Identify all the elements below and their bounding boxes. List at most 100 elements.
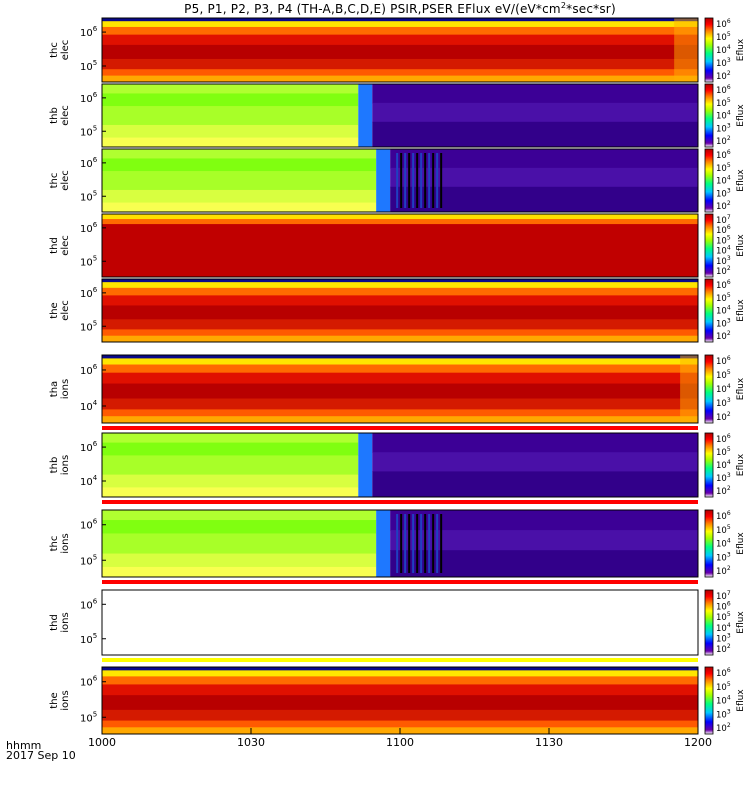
flux-band [102, 319, 698, 330]
flux-noise [404, 514, 407, 573]
colorbar [704, 83, 714, 148]
flux-early-band [102, 171, 377, 191]
y-tick-label: 106 [80, 363, 98, 377]
colorbar-tick-label: 105 [716, 31, 731, 43]
y-tick-exponent: 6 [93, 286, 98, 294]
y-tick-exponent: 6 [93, 25, 98, 33]
colorbar-tick-exponent: 3 [727, 187, 731, 194]
y-axis-label-species: elec [60, 170, 71, 191]
y-axis-label-probe: thc [49, 42, 60, 58]
colorbar-tick-label: 106 [716, 279, 731, 291]
y-tick-exponent: 5 [93, 59, 97, 67]
colorbar-tick-label: 102 [716, 722, 731, 734]
y-axis-label: thaions [49, 379, 71, 399]
flux-band [102, 282, 698, 289]
colorbar-tick-exponent: 6 [727, 18, 731, 25]
flux-noise [432, 514, 435, 573]
flux-early-band [102, 149, 377, 159]
flux-early-band [102, 93, 359, 107]
flux-late-band [372, 102, 698, 123]
flux-band [102, 398, 698, 410]
y-tick-exponent: 5 [93, 254, 97, 262]
colorbar-tick-label: 103 [716, 397, 731, 409]
flux-noise [436, 514, 439, 573]
x-tick-label: 1200 [684, 736, 712, 749]
y-tick-label: 106 [80, 518, 98, 532]
flux-late-band [390, 167, 698, 188]
flux-band [102, 295, 698, 306]
colorbar-tick-exponent: 6 [727, 667, 731, 674]
flux-noise [428, 514, 431, 573]
flux-noise [416, 153, 419, 208]
colorbar-tick-exponent: 4 [727, 383, 731, 390]
flux-late-band [390, 530, 698, 551]
flux-band [102, 416, 698, 424]
spectrogram-image [102, 149, 698, 213]
flux-fade [674, 18, 698, 82]
colorbar-tick-label: 104 [716, 110, 731, 122]
colorbar-label: Eflux [736, 104, 746, 127]
flux-band [102, 364, 698, 374]
y-axis-label-probe: thd [49, 614, 60, 631]
y-axis-label-probe: tha [49, 381, 60, 397]
y-axis-label-species: ions [60, 533, 71, 553]
flux-late-band [372, 452, 698, 472]
flux-early-band [102, 106, 359, 126]
flux-noise [400, 514, 403, 573]
y-axis-label: thcions [49, 533, 71, 553]
colorbar-tick-exponent: 3 [727, 397, 731, 404]
colorbar-label: Eflux [736, 377, 746, 400]
y-tick-label: 105 [80, 59, 97, 73]
y-axis-label-species: ions [60, 690, 71, 710]
colorbar-tick-exponent: 6 [727, 149, 731, 156]
flux-band [102, 279, 698, 283]
colorbar [704, 213, 714, 278]
colorbar-tick-label: 103 [716, 57, 731, 69]
flux-early-band [102, 137, 359, 148]
colorbar-tick-exponent: 2 [727, 135, 731, 142]
colorbar-tick-label: 102 [716, 200, 731, 212]
flux-noise [436, 153, 439, 208]
panel-frame [101, 354, 699, 424]
colorbar-tick-exponent: 2 [727, 200, 731, 207]
colorbar-tick-exponent: 5 [727, 446, 731, 453]
y-tick-label: 106 [80, 25, 98, 39]
colorbar-tick-exponent: 4 [727, 538, 731, 545]
colorbar-tick-exponent: 4 [727, 110, 731, 117]
y-axis-label-probe: thc [49, 173, 60, 189]
mode-bar [102, 500, 698, 504]
y-axis-label-probe: thb [49, 107, 60, 124]
y-tick-label: 106 [80, 440, 98, 454]
colorbar-tick-label: 103 [716, 187, 731, 199]
colorbar-tick-exponent: 5 [727, 234, 731, 241]
colorbar-tick-exponent: 2 [727, 565, 731, 572]
y-axis-label-species: elec [60, 235, 71, 256]
flux-noise [424, 514, 427, 573]
colorbar-tick-label: 102 [716, 643, 731, 655]
colorbar-label: Eflux [736, 234, 746, 257]
flux-late-band [372, 471, 698, 498]
colorbar-tick-exponent: 3 [727, 255, 731, 262]
panel-frame [101, 432, 699, 498]
flux-early-band [102, 158, 377, 172]
flux-band [102, 372, 698, 385]
colorbar-tick-label: 102 [716, 135, 731, 147]
colorbar-tick-exponent: 2 [727, 722, 731, 729]
y-tick-label: 106 [80, 675, 98, 689]
colorbar-label: Eflux [736, 299, 746, 322]
colorbar-tick-label: 104 [716, 538, 731, 550]
colorbar-tick-exponent: 5 [727, 524, 731, 531]
spectrogram-image [102, 279, 698, 343]
panel-frame [101, 17, 699, 83]
flux-noise [396, 514, 399, 573]
y-tick-exponent: 6 [93, 363, 98, 371]
colorbar-tick-exponent: 3 [727, 632, 731, 639]
colorbar-tick-label: 105 [716, 369, 731, 381]
flux-band [102, 44, 698, 60]
colorbar-tick-exponent: 5 [727, 31, 731, 38]
